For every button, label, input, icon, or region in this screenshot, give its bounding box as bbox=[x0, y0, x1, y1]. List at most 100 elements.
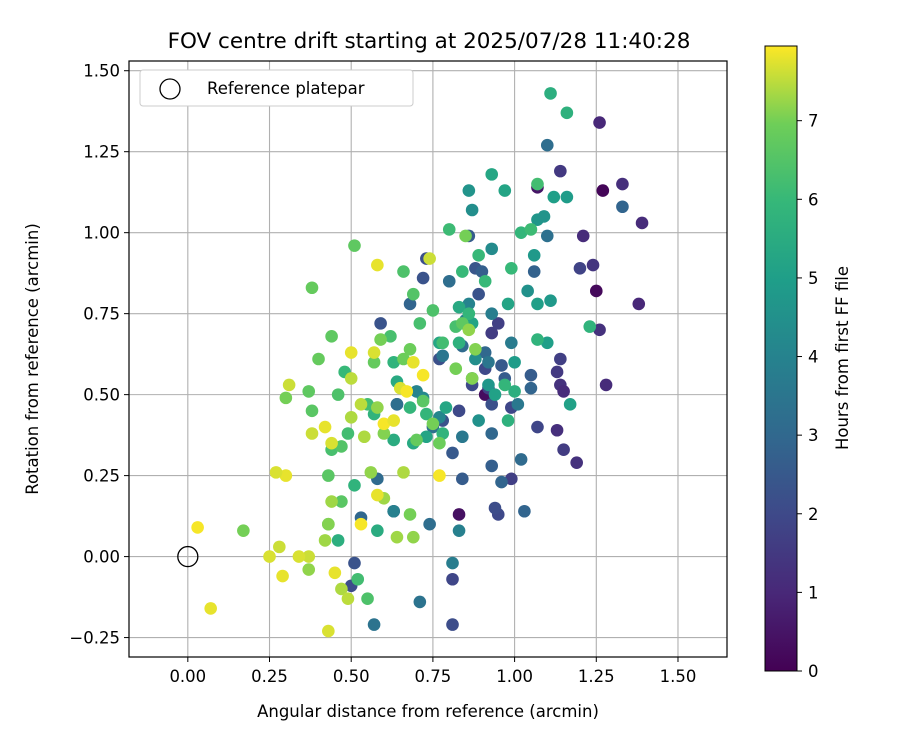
y-tick-label: 0.00 bbox=[83, 548, 120, 567]
scatter-point bbox=[478, 346, 492, 359]
scatter-point bbox=[312, 352, 325, 366]
scatter-point bbox=[387, 433, 400, 447]
scatter-point bbox=[632, 297, 646, 311]
scatter-point bbox=[335, 582, 348, 596]
y-tick-label: 1.25 bbox=[83, 143, 120, 162]
colorbar-tick-label: 4 bbox=[808, 348, 819, 367]
x-tick-label: 0.50 bbox=[333, 667, 370, 686]
x-tick-label: 1.00 bbox=[496, 667, 533, 686]
colorbar-tick-label: 7 bbox=[808, 112, 819, 131]
scatter-point bbox=[292, 550, 306, 563]
scatter-point bbox=[367, 346, 381, 359]
scatter-point bbox=[508, 385, 521, 398]
scatter-point bbox=[488, 501, 502, 515]
scatter-point bbox=[335, 440, 348, 453]
scatter-point bbox=[485, 427, 499, 440]
y-axis-label: Rotation from reference (arcmin) bbox=[23, 223, 42, 495]
scatter-point bbox=[348, 556, 361, 570]
scatter-point bbox=[335, 495, 348, 508]
scatter-point bbox=[361, 592, 374, 605]
scatter-point bbox=[322, 624, 335, 638]
scatter-point bbox=[279, 469, 293, 482]
scatter-point bbox=[318, 420, 332, 434]
colorbar-tick-label: 0 bbox=[808, 662, 819, 681]
scatter-point bbox=[442, 223, 456, 236]
scatter-point bbox=[475, 265, 489, 278]
scatter-point bbox=[325, 330, 338, 343]
scatter-point bbox=[436, 336, 450, 350]
scatter-point bbox=[576, 229, 590, 243]
scatter-point bbox=[325, 495, 338, 508]
legend-reference-marker bbox=[159, 78, 181, 100]
scatter-point bbox=[452, 508, 466, 521]
scatter-point bbox=[322, 469, 335, 482]
scatter-point bbox=[462, 184, 476, 197]
scatter-point bbox=[465, 203, 479, 217]
scatter-point bbox=[446, 446, 459, 460]
scatter-point bbox=[599, 378, 613, 392]
scatter-point bbox=[341, 427, 355, 440]
scatter-point bbox=[527, 249, 541, 262]
scatter-point bbox=[282, 378, 296, 392]
scatter-point bbox=[403, 508, 417, 521]
scatter-point bbox=[390, 530, 404, 544]
scatter-point bbox=[387, 414, 400, 427]
scatter-point bbox=[413, 317, 427, 330]
scatter-point bbox=[452, 336, 466, 350]
scatter-point bbox=[593, 116, 606, 129]
scatter-point bbox=[498, 378, 512, 392]
scatter-point bbox=[269, 466, 283, 479]
scatter-point bbox=[305, 281, 319, 295]
scatter-point bbox=[305, 427, 319, 440]
scatter-point bbox=[485, 326, 499, 340]
scatter-point bbox=[540, 229, 554, 243]
y-tick-label: 0.25 bbox=[83, 467, 120, 486]
scatter-point bbox=[331, 534, 345, 547]
scatter-point bbox=[279, 391, 293, 405]
scatter-point bbox=[544, 294, 557, 307]
scatter-point bbox=[237, 524, 250, 537]
scatter-point bbox=[423, 517, 436, 531]
scatter-point bbox=[472, 287, 485, 301]
scatter-point bbox=[472, 414, 485, 427]
scatter-point bbox=[554, 352, 567, 366]
scatter-point bbox=[273, 540, 286, 554]
scatter-point bbox=[354, 517, 368, 531]
scatter-point bbox=[413, 595, 427, 609]
scatter-point bbox=[557, 443, 570, 456]
scatter-point bbox=[403, 297, 417, 311]
scatter-point bbox=[550, 423, 564, 437]
scatter-point bbox=[521, 284, 534, 298]
colorbar-label: Hours from first FF file bbox=[833, 266, 852, 450]
scatter-point bbox=[357, 430, 371, 444]
scatter-point bbox=[501, 297, 515, 311]
y-tick-label: −0.25 bbox=[69, 629, 120, 648]
scatter-point bbox=[400, 385, 414, 398]
scatter-point bbox=[478, 274, 492, 288]
x-tick-label: 1.50 bbox=[660, 667, 697, 686]
scatter-point bbox=[547, 190, 561, 204]
scatter-point bbox=[452, 524, 466, 537]
scatter-point bbox=[371, 524, 384, 537]
scatter-point bbox=[403, 401, 417, 414]
scatter-point bbox=[491, 317, 505, 330]
scatter-point bbox=[406, 530, 420, 544]
scatter-point bbox=[482, 355, 495, 369]
scatter-point bbox=[560, 106, 574, 120]
scatter-point bbox=[374, 317, 387, 330]
grid-lines bbox=[129, 61, 727, 657]
scatter-point bbox=[616, 200, 629, 214]
y-tick-label: 1.00 bbox=[83, 224, 120, 243]
scatter-point bbox=[390, 398, 404, 411]
scatter-point bbox=[524, 368, 538, 382]
scatter-point bbox=[570, 456, 583, 469]
scatter-point bbox=[433, 469, 446, 482]
scatter-point bbox=[403, 342, 417, 356]
plot-frame bbox=[128, 60, 728, 658]
scatter-point bbox=[436, 427, 450, 440]
scatter-point bbox=[586, 258, 600, 272]
scatter-point bbox=[371, 401, 384, 414]
scatter-point bbox=[410, 433, 423, 447]
colorbar-tick-label: 3 bbox=[808, 426, 819, 445]
legend-entry-reference: Reference platepar bbox=[207, 79, 365, 98]
